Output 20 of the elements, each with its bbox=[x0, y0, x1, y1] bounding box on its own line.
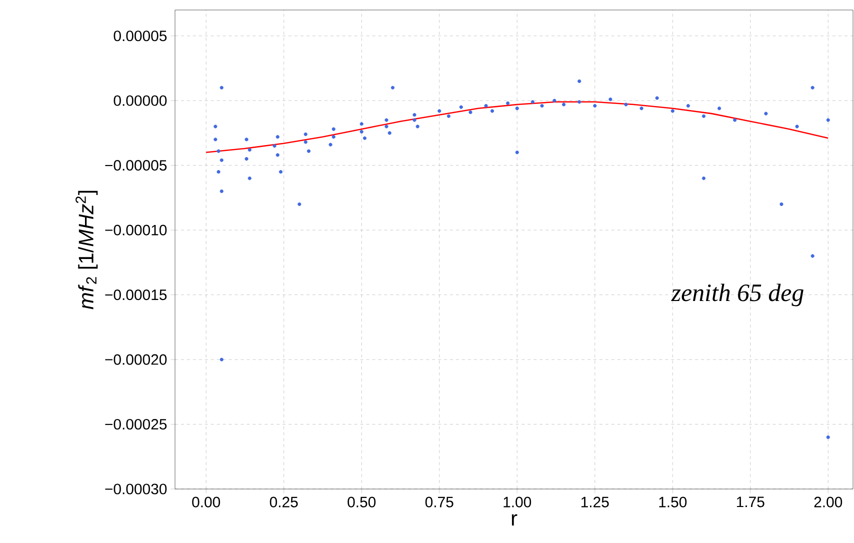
x-tick-label: 2.00 bbox=[814, 496, 842, 508]
x-tick-label: 1.50 bbox=[659, 496, 687, 508]
y-tick-label: 0.00005 bbox=[114, 30, 167, 42]
y-axis-title: mf$_{2}$ [1/MHz$^{2}$] bbox=[76, 190, 98, 310]
y-tick-label: 0.00000 bbox=[114, 95, 167, 106]
x-tick-label: 0.75 bbox=[425, 496, 454, 508]
x-tick-label: 1.75 bbox=[736, 496, 764, 508]
x-tick-label: 1.25 bbox=[581, 496, 609, 508]
x-tick-label: 0.25 bbox=[270, 496, 298, 508]
y-tick-label: −0.00030 bbox=[105, 484, 167, 494]
y-tick-label: −0.00015 bbox=[105, 290, 167, 300]
x-tick-label: 0.50 bbox=[348, 496, 376, 508]
y-tick-label: −0.00010 bbox=[105, 224, 167, 236]
y-tick-label: −0.00005 bbox=[105, 160, 167, 171]
x-tick-label: 1.00 bbox=[504, 496, 532, 508]
annotation: zenith 65 deg bbox=[671, 284, 804, 306]
x-axis-title: r bbox=[512, 514, 518, 526]
y-tick-label: −0.00025 bbox=[105, 418, 167, 430]
x-tick-label: 0.00 bbox=[192, 496, 220, 508]
y-tick-label: −0.00020 bbox=[105, 354, 167, 365]
